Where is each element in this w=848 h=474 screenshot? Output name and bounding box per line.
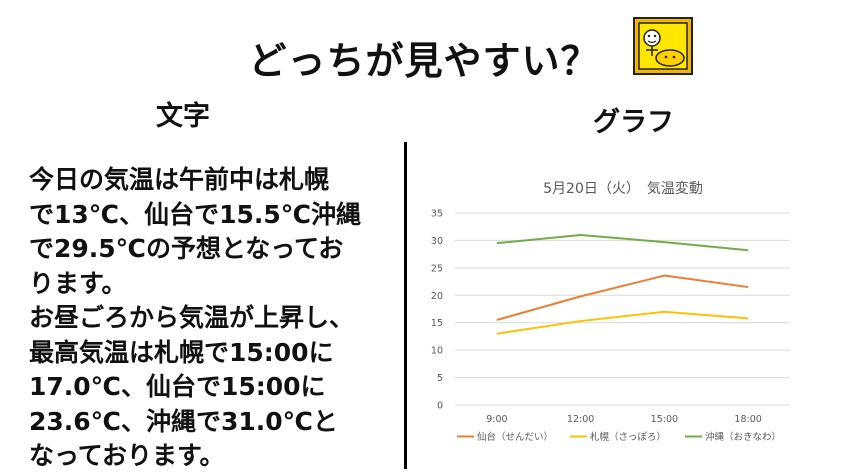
body-text-line: 最高気温は札幌で15:00に (29, 336, 401, 371)
legend-label: 沖縄（おきなわ） (705, 431, 781, 443)
y-tick-label: 30 (431, 236, 443, 247)
y-tick-label: 20 (431, 291, 443, 302)
section-divider (404, 142, 407, 469)
series-line-2 (497, 235, 748, 250)
body-text-line: なっております。 (29, 439, 401, 474)
body-text-line: で13℃、仙台で15.5℃沖縄 (29, 198, 401, 233)
y-tick-label: 5 (437, 373, 443, 384)
series-line-0 (497, 276, 748, 320)
y-tick-label: 25 (431, 263, 443, 274)
body-text-line: 23.6℃、沖縄で31.0℃と (29, 405, 401, 440)
character-badge-icon (632, 16, 694, 76)
body-text-line: ります。 (29, 267, 401, 302)
x-tick-label: 12:00 (567, 414, 594, 425)
graph-section-header: グラフ (593, 100, 674, 139)
x-tick-label: 15:00 (651, 414, 678, 425)
body-text-line: お昼ごろから気温が上昇し、 (29, 301, 401, 336)
temperature-line-chart: 5月20日（火） 気温変動 0 5 10 15 20 25 30 35 9:00 12:00 15:0… (415, 172, 840, 462)
page-title: どっちが見やすい？ (0, 30, 848, 85)
body-text-line: で29.5℃の予想となってお (29, 232, 401, 267)
body-text-line: 17.0℃、仙台で15:00に (29, 370, 401, 405)
y-tick-label: 15 (431, 318, 443, 329)
legend-label: 仙台（せんだい） (477, 431, 553, 443)
x-tick-label: 18:00 (734, 414, 761, 425)
text-section-header: 文字 (156, 94, 210, 133)
y-tick-label: 0 (437, 401, 443, 412)
chart-title: 5月20日（火） 気温変動 (543, 180, 703, 197)
weather-text-block: 今日の気温は午前中は札幌で13℃、仙台で15.5℃沖縄で29.5℃の予想となって… (29, 163, 401, 474)
x-tick-label: 9:00 (486, 414, 507, 425)
y-tick-label: 10 (431, 346, 443, 357)
legend-label: 札幌（さっぽろ） (590, 431, 666, 443)
body-text-line: 今日の気温は午前中は札幌 (29, 163, 401, 198)
y-tick-label: 35 (431, 209, 443, 220)
